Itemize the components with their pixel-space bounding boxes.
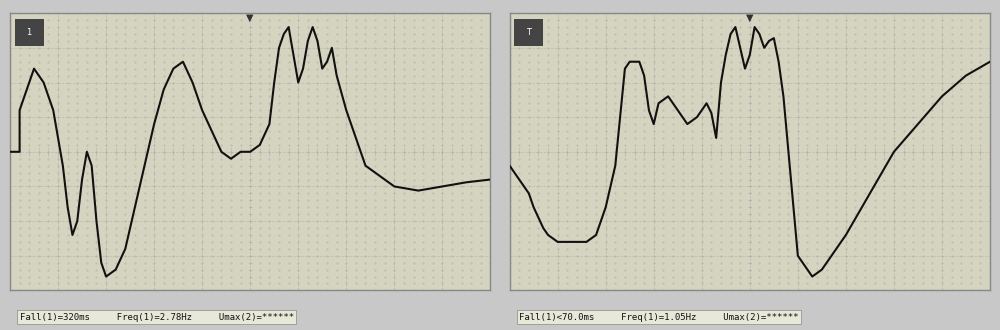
Text: T: T xyxy=(526,28,531,37)
Text: 1: 1 xyxy=(27,28,32,37)
Text: ▼: ▼ xyxy=(246,13,254,23)
Text: Fall(1)<70.0ms     Freq(1)=1.05Hz     Umax(2)=******: Fall(1)<70.0ms Freq(1)=1.05Hz Umax(2)=**… xyxy=(519,313,799,321)
FancyBboxPatch shape xyxy=(514,19,543,47)
FancyBboxPatch shape xyxy=(15,19,44,47)
Text: ▼: ▼ xyxy=(746,13,754,23)
Text: Fall(1)=320ms     Freq(1)=2.78Hz     Umax(2)=******: Fall(1)=320ms Freq(1)=2.78Hz Umax(2)=***… xyxy=(20,313,294,321)
